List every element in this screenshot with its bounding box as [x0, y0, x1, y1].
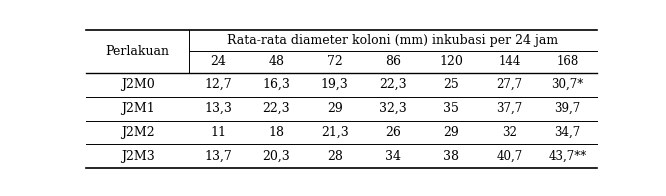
Text: 34: 34 — [385, 150, 401, 163]
Text: 72: 72 — [327, 55, 342, 68]
Text: 144: 144 — [498, 55, 521, 68]
Text: 20,3: 20,3 — [262, 150, 290, 163]
Text: J2M2: J2M2 — [121, 126, 155, 139]
Text: 37,7: 37,7 — [496, 102, 523, 115]
Text: 22,3: 22,3 — [379, 78, 407, 91]
Text: Rata-rata diameter koloni (mm) inkubasi per 24 jam: Rata-rata diameter koloni (mm) inkubasi … — [227, 34, 559, 47]
Text: 13,3: 13,3 — [204, 102, 232, 115]
Text: 16,3: 16,3 — [262, 78, 290, 91]
Text: 26: 26 — [385, 126, 401, 139]
Text: 27,7: 27,7 — [496, 78, 523, 91]
Text: 30,7*: 30,7* — [551, 78, 584, 91]
Text: 29: 29 — [327, 102, 342, 115]
Text: 24: 24 — [210, 55, 226, 68]
Text: 43,7**: 43,7** — [549, 150, 587, 163]
Text: 28: 28 — [327, 150, 342, 163]
Text: 168: 168 — [557, 55, 579, 68]
Text: 29: 29 — [444, 126, 459, 139]
Text: 34,7: 34,7 — [555, 126, 581, 139]
Text: 32: 32 — [502, 126, 517, 139]
Text: 22,3: 22,3 — [262, 102, 290, 115]
Text: J2M1: J2M1 — [121, 102, 155, 115]
Text: 39,7: 39,7 — [555, 102, 581, 115]
Text: J2M0: J2M0 — [121, 78, 155, 91]
Text: 25: 25 — [444, 78, 459, 91]
Text: 19,3: 19,3 — [321, 78, 348, 91]
Text: 86: 86 — [385, 55, 401, 68]
Text: 21,3: 21,3 — [321, 126, 348, 139]
Text: 48: 48 — [268, 55, 284, 68]
Text: 40,7: 40,7 — [496, 150, 523, 163]
Text: 35: 35 — [444, 102, 459, 115]
Text: 18: 18 — [268, 126, 284, 139]
Text: 38: 38 — [443, 150, 459, 163]
Text: 11: 11 — [210, 126, 226, 139]
Text: 12,7: 12,7 — [204, 78, 232, 91]
Text: J2M3: J2M3 — [121, 150, 155, 163]
Text: 120: 120 — [440, 55, 463, 68]
Text: 13,7: 13,7 — [204, 150, 232, 163]
Text: Perlakuan: Perlakuan — [105, 44, 169, 58]
Text: 32,3: 32,3 — [379, 102, 407, 115]
